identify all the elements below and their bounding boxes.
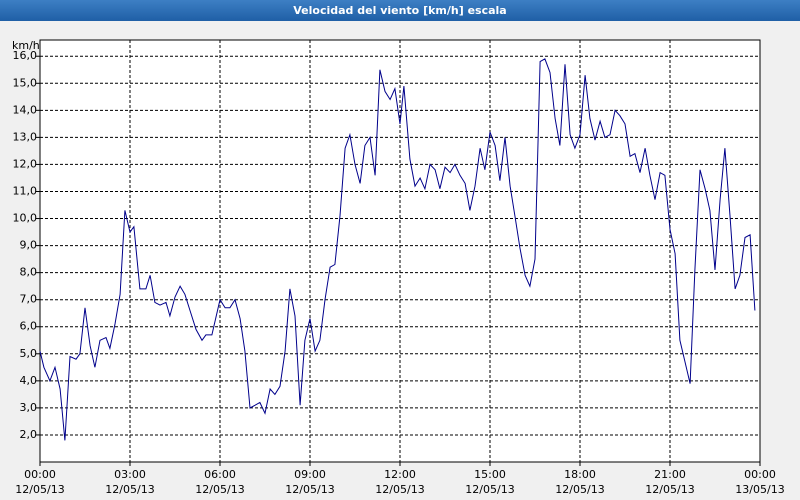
x-tick-date: 12/05/13 [195, 483, 244, 496]
x-tick-date: 12/05/13 [645, 483, 694, 496]
x-tick-label: 21:00 [654, 468, 686, 481]
x-tick-label: 18:00 [564, 468, 596, 481]
x-tick-date: 12/05/13 [105, 483, 154, 496]
y-tick-label: 15,0 [13, 76, 38, 89]
x-tick-date: 12/05/13 [465, 483, 514, 496]
x-tick-date: 12/05/13 [15, 483, 64, 496]
x-tick-date: 12/05/13 [555, 483, 604, 496]
y-tick-label: 5,0 [20, 347, 38, 360]
y-tick-label: 13,0 [13, 130, 38, 143]
y-tick-label: 2,0 [20, 428, 38, 441]
y-tick-label: 9,0 [20, 239, 38, 252]
chart-title: Velocidad del viento [km/h] escala [293, 4, 506, 17]
y-tick-label: 12,0 [13, 157, 38, 170]
x-tick-label: 00:00 [744, 468, 776, 481]
x-tick-label: 06:00 [204, 468, 236, 481]
y-tick-label: 6,0 [20, 320, 38, 333]
x-tick-date: 12/05/13 [375, 483, 424, 496]
x-tick-label: 03:00 [114, 468, 146, 481]
y-tick-label: 11,0 [13, 184, 38, 197]
x-tick-label: 12:00 [384, 468, 416, 481]
data-line [39, 58, 756, 441]
title-bar [0, 0, 800, 21]
y-tick-label: 3,0 [20, 401, 38, 414]
y-unit: km/h [12, 39, 40, 52]
y-tick-label: 4,0 [20, 374, 38, 387]
x-tick-label: 15:00 [474, 468, 506, 481]
y-tick-label: 16,0 [13, 49, 38, 62]
y-tick-label: 10,0 [13, 212, 38, 225]
x-tick-date: 13/05/13 [735, 483, 784, 496]
x-tick-label: 09:00 [294, 468, 326, 481]
y-tick-label: 7,0 [20, 293, 38, 306]
y-tick-label: 14,0 [13, 103, 38, 116]
y-tick-label: 8,0 [20, 266, 38, 279]
x-tick-label: 00:00 [24, 468, 56, 481]
x-tick-date: 12/05/13 [285, 483, 334, 496]
